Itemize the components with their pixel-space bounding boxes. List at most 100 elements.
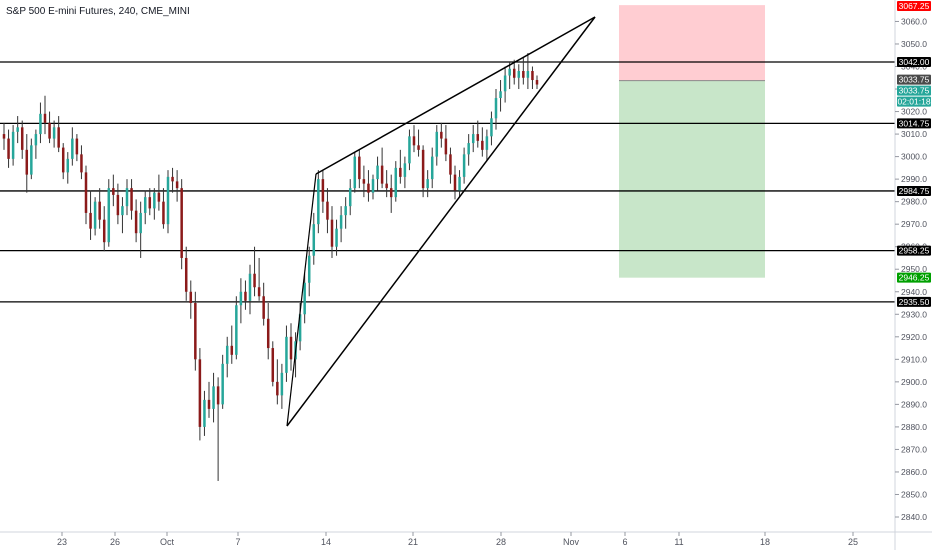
price-badge-label: 3033.75 [899,86,930,96]
candle-down [180,188,183,258]
candle-down [531,71,534,81]
wedge-base-line [286,173,317,427]
price-badge-label: 3067.25 [899,1,930,11]
candle-down [230,345,234,355]
price-tick-label: 2850.0 [901,489,927,499]
time-tick-label: 23 [57,537,67,547]
candle-down [2,134,6,139]
candle-up [462,154,466,177]
candle-down [380,165,384,184]
candle-up [34,134,38,146]
chart-title: S&P 500 E-mini Futures, 240, CME_MINI [6,6,190,17]
candle-down [271,348,275,382]
candle-down [399,167,402,177]
candle-down [358,156,361,180]
candle-up [39,113,42,135]
candle-down [330,219,334,247]
candle-down [61,147,65,173]
candle-down [198,359,202,427]
candle-down [207,399,211,409]
candle-down [481,140,484,150]
candle-up [339,215,343,229]
candle-down [476,134,480,141]
candle-down [362,179,366,184]
candle-up [153,192,156,209]
candle-down [276,381,279,396]
candle-down [412,136,416,146]
horizontal-levels [0,61,895,303]
price-tick-label: 2860.0 [901,467,927,477]
time-tick-label: 28 [496,537,506,547]
price-badge [897,74,931,85]
candle-up [212,386,215,409]
candle-up [317,179,320,225]
candle-up [52,127,56,139]
candle-up [166,176,170,225]
candle-down [440,131,443,139]
candle-up [526,71,530,78]
candle-down [162,201,165,225]
candle-up [239,291,243,306]
candle-down [57,127,60,148]
candle-down [417,145,420,150]
rising-wedge [286,16,596,427]
candle-down [512,68,516,78]
candle-up [235,305,238,355]
candle-up [143,197,147,213]
price-badge-label: 02:01:18 [897,97,930,107]
candle-down [98,201,101,220]
candle-up [221,363,224,405]
candle-down [444,138,448,155]
price-badge [897,245,931,256]
candle-down [289,336,293,360]
candle-up [517,71,521,78]
price-tick-label: 2910.0 [901,354,927,364]
candle-down [385,183,388,189]
candle-down [175,181,179,189]
candle-up [467,143,470,155]
candle-down [257,287,261,297]
price-badge [897,185,931,196]
price-tick-label: 3060.0 [901,16,927,26]
candle-up [499,91,502,99]
candle-down [389,188,393,198]
candle-up [11,131,15,159]
price-tick-label: 3010.0 [901,129,927,139]
time-tick-label: Oct [160,537,175,547]
candle-down [157,192,161,202]
candle-down [194,303,197,360]
price-tick-label: 2980.0 [901,197,927,207]
time-tick-label: 14 [321,537,331,547]
candle-down [367,183,370,193]
position-zones [619,5,765,278]
candle-up [335,228,338,247]
candle-down [112,188,115,195]
candle-up [471,134,475,144]
price-badge [897,296,931,307]
price-badge-label: 3042.00 [899,57,930,67]
candle-up [285,336,288,373]
candle-down [253,273,256,288]
price-tick-label: 2950.0 [901,264,927,274]
price-badge-label: 2935.50 [899,297,930,307]
candle-up [426,179,429,189]
price-badge [897,272,931,283]
candle-up [125,188,129,207]
candle-up [435,131,439,157]
wedge-upper-line [315,16,596,175]
candle-up [16,127,19,132]
candle-up [403,163,407,177]
candle-down [171,176,174,182]
price-badge-label: 3014.75 [899,118,930,128]
candle-up [121,206,124,216]
candle-down [522,71,525,78]
candle-up [490,118,493,137]
candle-up [107,188,111,243]
time-axis[interactable]: 23 26 Oct 7 14 21 28 Nov 6 11 18 25 [57,532,858,547]
time-tick-label: 18 [760,537,770,547]
candle-up [203,399,206,427]
price-badge [897,96,931,107]
price-badge [897,1,931,11]
